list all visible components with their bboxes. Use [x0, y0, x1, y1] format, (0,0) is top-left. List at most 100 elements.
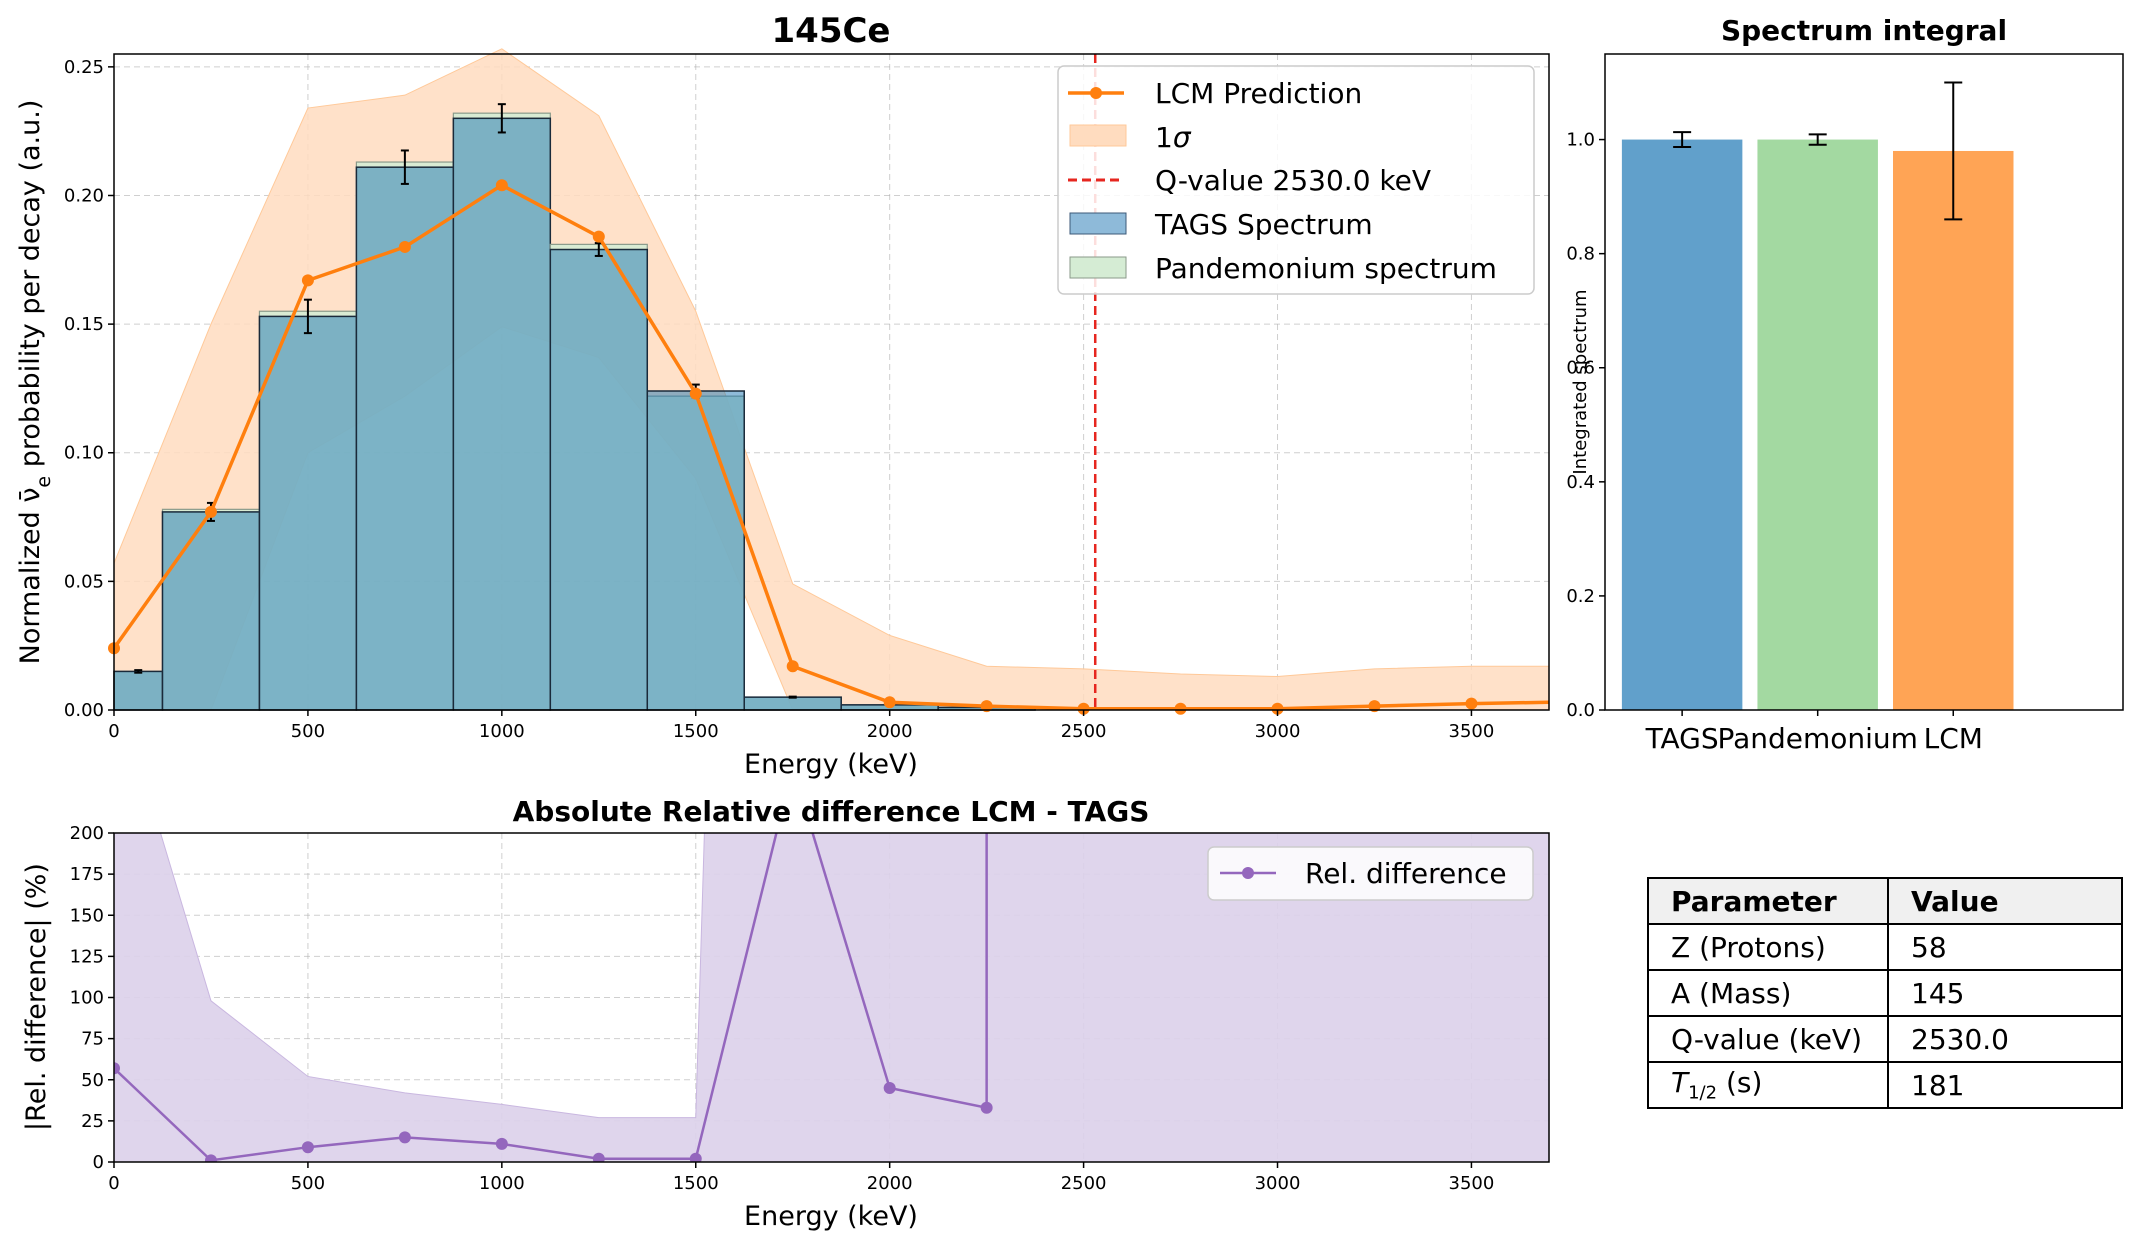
tags-bar — [161, 511, 261, 711]
table-cell-value: 2530.0 — [1887, 1015, 2123, 1063]
y-tick-label: 150 — [70, 905, 104, 926]
reldiff-point — [980, 1101, 993, 1114]
legend-sigma-swatch — [1069, 124, 1127, 147]
y-tick-label: 200 — [70, 823, 104, 844]
y-tick-label: 0.8 — [1566, 244, 1595, 265]
reldiff-point — [495, 1137, 508, 1150]
table-cell-value: 58 — [1887, 923, 2123, 971]
reldiff-y-axis-label: |Rel. difference| (%) — [21, 863, 52, 1131]
x-tick-label: 2000 — [867, 721, 913, 742]
main-legend-box — [1057, 65, 1535, 295]
legend-reldiff-label: Rel. difference — [1305, 857, 1507, 890]
x-tick-label: 0 — [108, 1173, 119, 1194]
main-chart: 0 500 1000 1500 2000 2500 3000 3500 0.00 0.05 0.1… — [15, 11, 1550, 780]
y-tick-label: 25 — [81, 1111, 104, 1132]
reldiff-point — [689, 1152, 702, 1162]
table-row: T1/2 (s) 181 — [1647, 1061, 2123, 1109]
y-tick-label: 75 — [81, 1029, 104, 1050]
x-tick-label: 3000 — [1255, 721, 1301, 742]
x-tick-label: 1000 — [479, 1173, 525, 1194]
y-tick-label: 0.4 — [1566, 472, 1595, 493]
legend-pandemonium-swatch — [1069, 256, 1127, 279]
tags-bar — [452, 117, 552, 711]
lcm-point — [1271, 702, 1284, 715]
y-tick-label: 0 — [93, 1152, 104, 1173]
reldiff-legend-box — [1207, 846, 1534, 901]
integral-bar — [1757, 139, 1878, 711]
lcm-point — [592, 230, 605, 243]
main-chart-title: 145Ce — [772, 11, 891, 51]
y-tick-label: 0.2 — [1566, 586, 1595, 607]
x-tick-label: 2500 — [1061, 721, 1107, 742]
x-tick-label: 1000 — [479, 721, 525, 742]
table-row: A (Mass) 145 — [1647, 969, 2123, 1017]
legend-tags-label: TAGS Spectrum — [1154, 208, 1373, 241]
table-row: Q-value (keV) 2530.0 — [1647, 1015, 2123, 1063]
reldiff-legend: Rel. difference — [1207, 846, 1534, 901]
y-tick-label: 0.6 — [1566, 358, 1595, 379]
tags-bar — [743, 696, 842, 711]
table-cell-parameter: A (Mass) — [1647, 969, 1889, 1017]
table-cell-value: 145 — [1887, 969, 2123, 1017]
y-tick-label: 0.0 — [1566, 700, 1595, 721]
y-tick-label: 125 — [70, 946, 104, 967]
main-legend: LCM Prediction 1σ Q-value 2530.0 keV TAG… — [1057, 65, 1535, 295]
legend-lcm-marker — [1090, 87, 1102, 99]
legend-tags-swatch — [1069, 212, 1127, 235]
lcm-point — [1465, 697, 1478, 710]
reldiff-line — [114, 833, 993, 1162]
lcm-point — [1077, 702, 1090, 715]
integral-bar — [1621, 139, 1743, 711]
parameter-table: Parameter Value Z (Protons) 58 A (Mass) … — [1647, 877, 2123, 1109]
x-tick-label: 2000 — [867, 1173, 913, 1194]
x-tick-label: 1500 — [673, 1173, 719, 1194]
reldiff-point — [883, 1081, 896, 1094]
table-cell-parameter: Q-value (keV) — [1647, 1015, 1889, 1063]
y-tick-label: 50 — [81, 1070, 104, 1091]
lcm-point — [980, 700, 993, 713]
integral-error-bars — [1673, 81, 1963, 221]
main-axes-frame — [113, 53, 1550, 711]
x-tick-label: 1500 — [673, 721, 719, 742]
main-x-ticks: 0 500 1000 1500 2000 2500 3000 3500 — [108, 710, 1494, 742]
reldiff-x-axis-label: Energy (keV) — [744, 1201, 918, 1232]
integral-bars — [1621, 139, 2014, 711]
legend-lcm-label: LCM Prediction — [1155, 77, 1362, 110]
integral-y-axis-label: Integrated spectrum — [1570, 289, 1591, 474]
tags-bar — [113, 670, 164, 711]
lcm-point — [883, 696, 896, 709]
lcm-prediction-line — [108, 179, 1550, 715]
integral-y-ticks: 0.0 0.2 0.4 0.6 0.8 1.0 — [1566, 130, 1605, 721]
tags-bar — [549, 248, 649, 711]
reldiff-point — [301, 1141, 314, 1154]
table-header-parameter: Parameter — [1647, 877, 1889, 925]
legend-pandemonium-label: Pandemonium spectrum — [1155, 252, 1497, 285]
y-tick-label: 175 — [70, 864, 104, 885]
table-row: Z (Protons) 58 — [1647, 923, 2123, 971]
integral-category-label: TAGS — [1645, 722, 1719, 755]
lcm-point — [301, 274, 314, 287]
lcm-line — [112, 183, 1550, 711]
integral-bar — [1893, 150, 2014, 711]
lcm-point — [495, 179, 508, 192]
legend-sigma-label: 1σ — [1155, 121, 1192, 154]
x-tick-label: 3000 — [1255, 1173, 1301, 1194]
y-tick-label: 0.10 — [64, 443, 104, 464]
table-cell-parameter: T1/2 (s) — [1647, 1061, 1889, 1109]
reldiff-point — [592, 1152, 605, 1162]
integral-chart-title: Spectrum integral — [1721, 14, 2007, 47]
reldiff-y-ticks: 0 25 50 75 100 125 150 175 200 — [70, 823, 114, 1173]
x-tick-label: 500 — [291, 721, 325, 742]
x-tick-label: 500 — [291, 1173, 325, 1194]
reldiff-band-area — [114, 833, 1549, 1162]
histogram-bars — [113, 112, 1036, 711]
x-tick-label: 3500 — [1449, 1173, 1495, 1194]
legend-qvalue-label: Q-value 2530.0 keV — [1155, 164, 1431, 197]
y-tick-label: 1.0 — [1566, 130, 1595, 151]
main-y-ticks: 0.00 0.05 0.10 0.15 0.20 0.25 — [64, 57, 114, 721]
lcm-point — [1174, 702, 1187, 715]
integral-category-label: Pandemonium — [1717, 722, 1917, 755]
y-tick-label: 100 — [70, 988, 104, 1009]
